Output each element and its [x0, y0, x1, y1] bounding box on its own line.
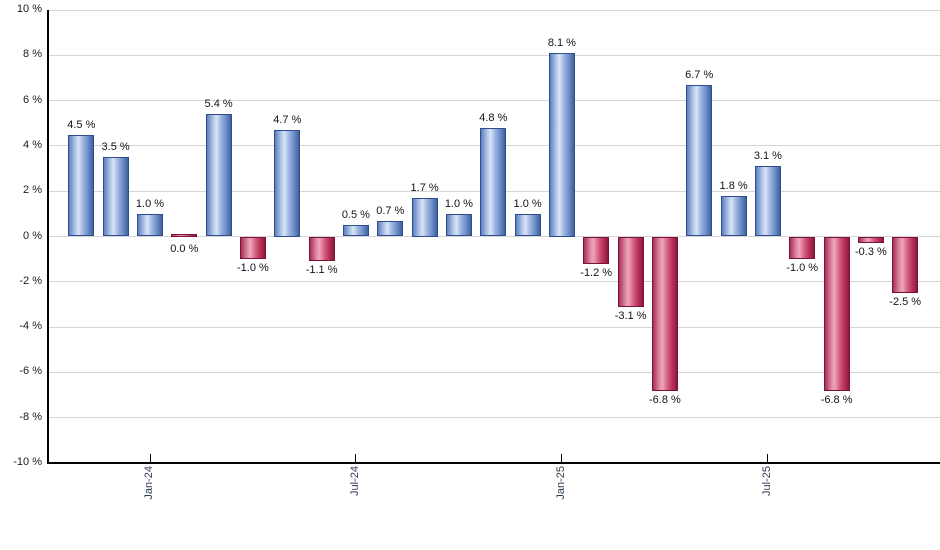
bar-value-label: 0.0 % — [170, 242, 199, 255]
bar — [857, 236, 884, 244]
bar — [308, 236, 335, 262]
bar-value-label: 0.5 % — [341, 209, 370, 222]
y-axis-tick-label: 0 % — [23, 229, 42, 242]
bar-value-label: 1.0 % — [444, 197, 473, 210]
gridline — [48, 236, 940, 237]
gridline — [48, 417, 940, 419]
bar-value-label: 8.1 % — [547, 37, 576, 49]
y-axis-tick-label: 8 % — [23, 48, 42, 61]
gridline — [48, 54, 940, 56]
bar-value-label: -6.8 % — [820, 393, 853, 406]
bar — [205, 114, 232, 237]
bar-value-label: 1.8 % — [719, 179, 748, 192]
y-axis-tick-label: -6 % — [19, 365, 42, 378]
bar — [514, 213, 541, 237]
bar — [411, 198, 438, 237]
x-axis-tick — [561, 454, 563, 463]
bar — [102, 157, 129, 237]
y-axis-tick-label: -8 % — [19, 410, 42, 423]
bar — [377, 220, 404, 237]
gridline — [48, 100, 940, 102]
y-axis-tick-label: 4 % — [23, 138, 42, 151]
bar-value-label: 5.4 % — [204, 98, 233, 111]
bar-value-label: 4.7 % — [273, 114, 302, 126]
y-axis-tick-label: -10 % — [13, 456, 42, 468]
bar — [720, 195, 747, 237]
bar-value-label: 3.1 % — [753, 150, 782, 163]
bar — [445, 213, 472, 237]
bar-value-label: 1.7 % — [410, 182, 439, 194]
bar — [342, 225, 369, 237]
bar — [480, 127, 507, 237]
bar — [892, 236, 919, 294]
bar-value-label: 4.5 % — [67, 118, 96, 131]
bar — [651, 236, 678, 391]
bar — [548, 53, 575, 237]
bar — [823, 236, 850, 391]
bar — [171, 233, 198, 237]
bar — [754, 166, 781, 237]
x-axis-tick — [149, 454, 151, 463]
bar-value-label: 1.0 % — [135, 197, 165, 210]
bar-value-label: -0.3 % — [854, 246, 887, 259]
bar-value-label: -1.2 % — [580, 266, 613, 279]
x-axis-tick — [355, 454, 357, 463]
bar — [137, 213, 163, 237]
bar-value-label: 3.5 % — [101, 141, 130, 154]
bar-value-label: 4.8 % — [479, 111, 508, 124]
gridline — [48, 281, 940, 283]
bar-value-label: -3.1 % — [614, 309, 647, 322]
bar — [617, 236, 644, 307]
gridline — [48, 371, 940, 373]
bar — [274, 130, 301, 237]
y-axis — [47, 10, 49, 464]
bar-value-label: -2.5 % — [889, 296, 922, 309]
y-axis-tick-label: -2 % — [19, 274, 42, 287]
bar-value-label: -6.8 % — [648, 393, 681, 406]
bar-value-label: 0.7 % — [376, 204, 405, 217]
x-axis-tick-label: Jan-24 — [143, 466, 155, 500]
y-axis-tick-label: 2 % — [23, 184, 42, 197]
bar — [583, 236, 610, 264]
x-axis-tick-label: Jan-25 — [554, 466, 567, 500]
bar — [686, 84, 713, 237]
y-axis-tick-label: 10 % — [16, 3, 42, 15]
y-axis-tick-label: -4 % — [19, 320, 42, 333]
bar — [239, 236, 266, 260]
bar-value-label: -1.1 % — [305, 264, 338, 277]
bar-value-label: -1.0 % — [786, 262, 819, 275]
bar — [68, 134, 95, 237]
x-axis-tick-label: Jul-24 — [348, 466, 361, 496]
y-axis-tick-label: 6 % — [23, 93, 42, 106]
gridline — [48, 9, 940, 11]
gridline — [48, 326, 940, 328]
bar — [789, 236, 816, 260]
x-axis-tick — [767, 454, 769, 463]
x-axis — [47, 462, 940, 464]
bar-value-label: 1.0 % — [513, 197, 542, 210]
bar-value-label: 6.7 % — [685, 68, 714, 81]
bar-value-label: -1.0 % — [236, 262, 269, 275]
x-axis-tick-label: Jul-25 — [760, 466, 773, 496]
